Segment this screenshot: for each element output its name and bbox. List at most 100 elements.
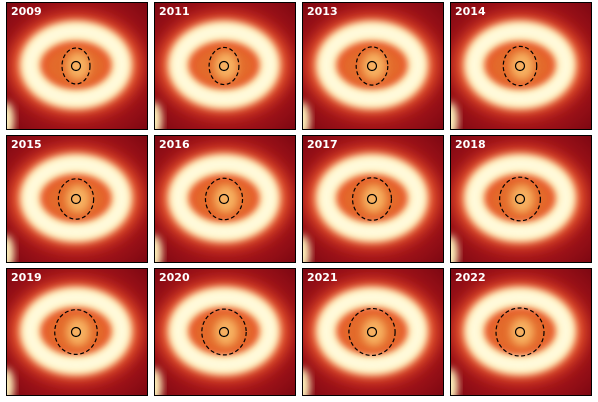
panel-image — [154, 268, 296, 396]
center-circle — [70, 60, 82, 72]
ring-core — [173, 159, 275, 237]
panel-frame — [154, 2, 296, 130]
panel: 2017 — [302, 135, 444, 263]
corner-glow — [6, 102, 14, 130]
dashed-ellipse — [57, 178, 95, 220]
dashed-ellipse — [348, 307, 396, 357]
panel-frame — [154, 268, 296, 396]
center-circle — [366, 193, 378, 205]
inner-bright — [510, 52, 534, 80]
dashed-ellipse — [355, 46, 389, 86]
panel-image — [302, 135, 444, 263]
panel-image — [6, 135, 148, 263]
corner-glow — [450, 102, 458, 130]
center-circle — [218, 60, 230, 72]
dashed-ellipse — [208, 46, 240, 86]
corner-glow — [6, 368, 14, 396]
inner-bright — [66, 185, 90, 213]
year-label: 2009 — [11, 5, 42, 18]
corner-glow — [302, 235, 310, 263]
dashed-ellipse — [351, 177, 393, 221]
ring-core — [173, 292, 275, 370]
panel-image — [6, 268, 148, 396]
inner-bright — [214, 52, 238, 80]
center-circle — [366, 60, 378, 72]
center-circle — [218, 326, 230, 338]
panel: 2014 — [450, 2, 592, 130]
year-label: 2020 — [159, 271, 190, 284]
panel: 2016 — [154, 135, 296, 263]
corner-glow — [302, 102, 310, 130]
panel-image — [154, 135, 296, 263]
dashed-ellipse — [499, 176, 541, 222]
inner-bright — [214, 318, 238, 346]
ring-core — [321, 26, 423, 104]
panel: 2009 — [6, 2, 148, 130]
year-label: 2019 — [11, 271, 42, 284]
year-label: 2015 — [11, 138, 42, 151]
panel-frame — [6, 2, 148, 130]
panel: 2019 — [6, 268, 148, 396]
panel-frame — [302, 2, 444, 130]
ring-core — [469, 26, 571, 104]
panel-image — [450, 268, 592, 396]
panel: 2015 — [6, 135, 148, 263]
center-circle — [514, 326, 526, 338]
ring-core — [469, 292, 571, 370]
center-circle — [70, 326, 82, 338]
dashed-ellipse — [201, 308, 247, 356]
ring-core — [321, 159, 423, 237]
ring-core — [173, 26, 275, 104]
year-label: 2016 — [159, 138, 190, 151]
center-circle — [70, 193, 82, 205]
dashed-ellipse — [204, 177, 244, 221]
corner-glow — [450, 368, 458, 396]
ring-core — [25, 292, 127, 370]
panel-frame — [302, 268, 444, 396]
panel-frame — [302, 135, 444, 263]
year-label: 2022 — [455, 271, 486, 284]
dashed-ellipse — [502, 45, 538, 87]
panel: 2011 — [154, 2, 296, 130]
dashed-ellipse — [61, 47, 91, 85]
corner-glow — [6, 235, 14, 263]
panel: 2020 — [154, 268, 296, 396]
panel-image — [302, 268, 444, 396]
inner-bright — [66, 318, 90, 346]
corner-glow — [154, 368, 162, 396]
dashed-ellipse — [495, 307, 545, 357]
center-circle — [366, 326, 378, 338]
panel-image — [450, 2, 592, 130]
dashed-ellipse — [54, 309, 98, 355]
panel-frame — [450, 2, 592, 130]
inner-bright — [66, 52, 90, 80]
inner-bright — [362, 185, 386, 213]
panel: 2013 — [302, 2, 444, 130]
panel-image — [6, 2, 148, 130]
panel: 2022 — [450, 268, 592, 396]
panel-image — [302, 2, 444, 130]
inner-bright — [214, 185, 238, 213]
panel-frame — [450, 135, 592, 263]
panel: 2021 — [302, 268, 444, 396]
ring-core — [469, 159, 571, 237]
corner-glow — [154, 235, 162, 263]
center-circle — [514, 60, 526, 72]
year-label: 2011 — [159, 5, 190, 18]
inner-bright — [510, 185, 534, 213]
panel-frame — [6, 135, 148, 263]
year-label: 2018 — [455, 138, 486, 151]
panel-image — [450, 135, 592, 263]
ring-core — [321, 292, 423, 370]
ring-core — [25, 26, 127, 104]
ring-core — [25, 159, 127, 237]
panel-frame — [154, 135, 296, 263]
corner-glow — [302, 368, 310, 396]
year-label: 2013 — [307, 5, 338, 18]
panel-frame — [450, 268, 592, 396]
panel-image — [154, 2, 296, 130]
panel-frame — [6, 268, 148, 396]
center-circle — [514, 193, 526, 205]
